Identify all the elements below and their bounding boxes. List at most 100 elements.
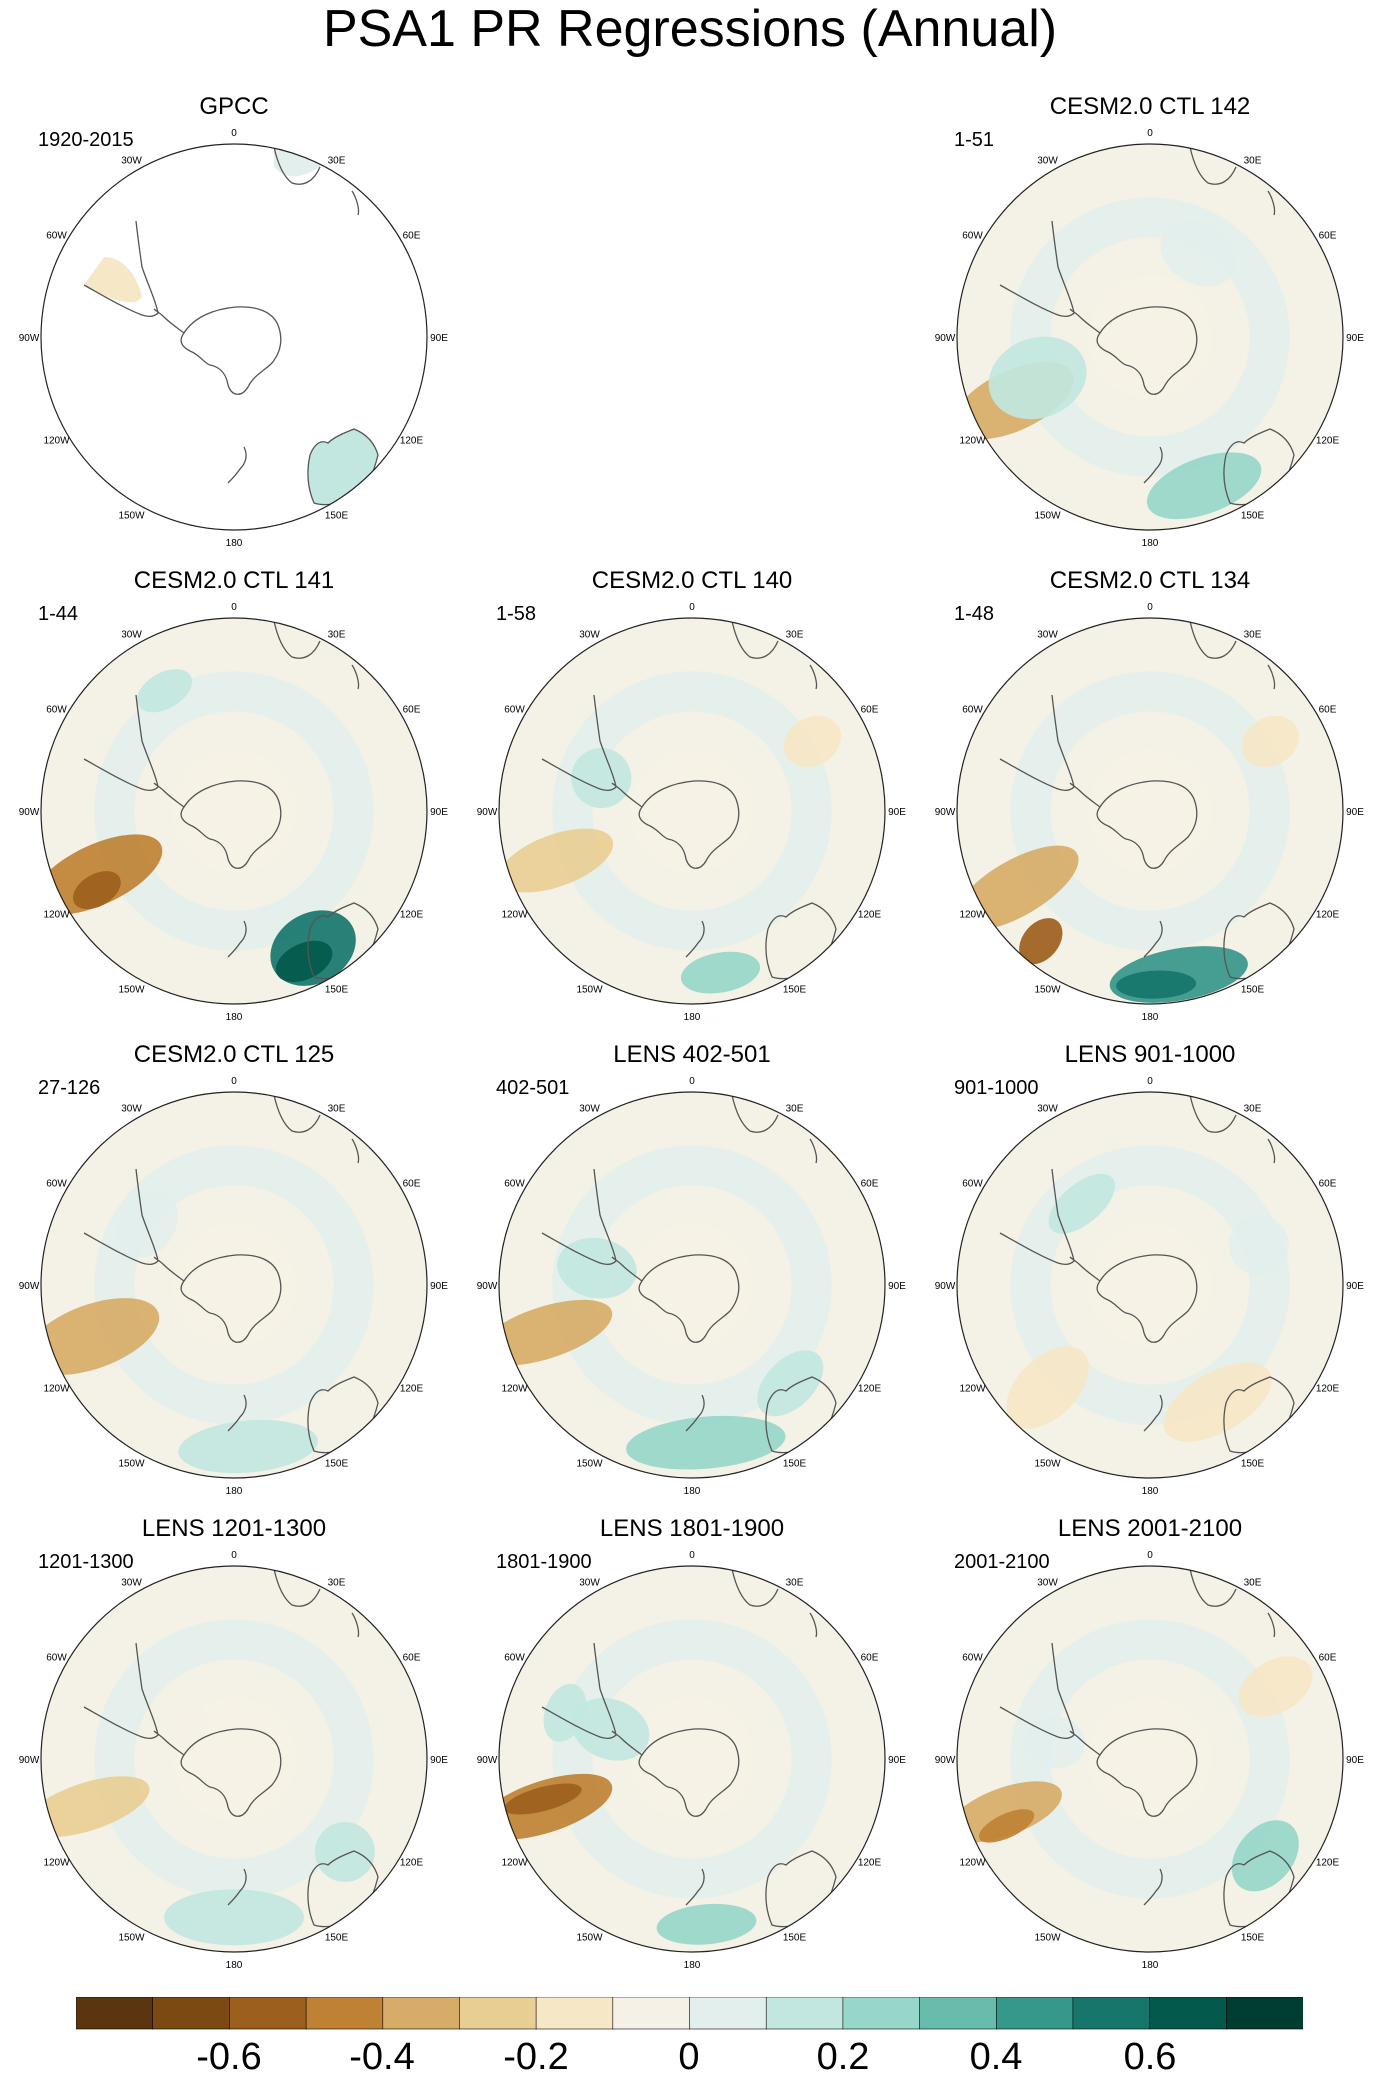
longitude-label: 150E [1241,1933,1265,1944]
contour-center [1088,749,1212,873]
coastline-new-zealand [685,920,705,958]
coastline-peninsula [1069,1730,1101,1756]
contour-blob [499,828,614,893]
coastline-madagascar [809,664,818,690]
longitude-label: 30W [579,630,600,641]
longitude-label: 60E [403,1179,421,1190]
coastline-madagascar [351,1612,360,1638]
longitude-label: 90E [430,333,448,344]
contour-center [172,1223,296,1347]
contour-center [1088,1697,1212,1821]
longitude-label: 150E [325,511,349,522]
polar-map: 0 30E 60E 90E 120E 150E 180 150W 120W 90W 60W 30W [19,602,449,1023]
panel-title: CESM2.0 CTL 141 [133,567,335,594]
longitude-label: 60E [403,231,421,242]
longitude-label: 90W [935,333,956,344]
coastline-africa [1189,1568,1237,1607]
coastline-africa [273,1094,321,1133]
coastlines [541,620,837,980]
longitude-label: 90E [888,807,906,818]
panel-title: GPCC [199,93,269,120]
colorbar-swatch [76,1997,154,2030]
longitude-label: 150E [783,1933,807,1944]
colorbar-swatch [229,1997,307,2030]
longitude-label: 150W [1034,1933,1061,1944]
longitude-label: 120W [959,1858,986,1869]
coastline-africa [1189,620,1237,659]
longitude-label: 120E [400,1858,424,1869]
longitude-label: 90W [935,1281,956,1292]
coastline-south-america [83,1642,159,1739]
longitude-label: 30E [786,1104,804,1115]
longitude-label: 180 [1142,538,1159,549]
polar-map: 0 30E 60E 90E 120E 150E 180 150W 120W 90W 60W 30W [477,1550,907,1971]
colorbar-swatch [305,1997,384,2030]
longitude-label: 180 [226,1012,243,1023]
colorbar-swatches [76,1997,1303,2030]
coastline-africa [273,620,321,659]
map-field [41,1092,427,1478]
coastline-south-america [999,1168,1075,1265]
coastline-africa [731,620,779,659]
panel-period: 1-51 [954,129,995,151]
coastline-australia [307,1850,379,1928]
map-boundary [40,1091,428,1479]
longitude-label: 90W [19,1281,40,1292]
longitude-label: 0 [231,602,237,613]
map-background [41,144,427,530]
contour-ring [94,671,374,951]
contour-ring [94,1619,374,1899]
coastline-peninsula [1069,308,1101,334]
longitude-label: 90E [1346,807,1364,818]
colorbar-swatch [1072,1997,1151,2030]
coastlines [83,620,379,980]
longitude-label: 60W [46,1179,67,1190]
longitude-label: 90E [888,1281,906,1292]
coastline-madagascar [351,664,360,690]
coastline-madagascar [1267,1138,1276,1164]
longitude-label: 180 [226,1960,243,1971]
coastline-south-america [541,1168,617,1265]
longitude-label: 150W [1034,1459,1061,1470]
coastline-australia [1223,428,1295,506]
longitude-label: 120E [1316,910,1340,921]
longitude-label: 90E [1346,1755,1364,1766]
contour-blob [314,1821,375,1882]
contour-blob [783,715,841,768]
contour-center [172,749,296,873]
contour-blob [73,871,121,910]
map-panel-lens-2001-2100: LENS 2001-2100 2001-2100 0 30E 60E 90E 120E 1… [920,1514,1380,1984]
longitude-label: 150E [325,1933,349,1944]
longitude-label: 90W [935,1755,956,1766]
longitude-label: 30E [786,1578,804,1589]
polar-map: 0 30E 60E 90E 120E 150E 180 150W 120W 90W 60W 30W [477,602,907,1023]
panel-title: CESM2.0 CTL 125 [133,1041,335,1068]
coastline-antarctica [638,780,740,869]
panel-title: LENS 1801-1900 [599,1515,785,1542]
colorbar-swatch [382,1997,461,2030]
map-boundary [498,1565,886,1953]
longitude-label: 30E [328,1104,346,1115]
longitude-label: 150W [118,1933,145,1944]
longitude-label: 120W [959,1384,986,1395]
panel-title: LENS 2001-2100 [1057,1515,1243,1542]
longitude-label: 120W [959,436,986,447]
longitude-label: 150E [783,985,807,996]
colorbar: -0.6 -0.4 -0.2 0 0.2 0.4 0.6 [76,1997,1303,2081]
coastline-south-america [83,694,159,791]
panel-title: LENS 402-501 [613,1041,771,1068]
panel-period: 2001-2100 [954,1551,1050,1573]
map-field [957,1566,1343,1952]
colorbar-swatch [995,1997,1074,2030]
coastline-new-zealand [227,1868,247,1906]
colorbar-swatch [612,1997,691,2030]
coastline-antarctica [1096,1254,1198,1343]
coastline-africa [1189,146,1237,185]
coastline-antarctica [180,780,282,869]
longitude-label: 0 [1147,602,1153,613]
longitude-label: 180 [684,1486,701,1497]
map-field [499,1566,885,1952]
longitude-label: 60W [46,231,67,242]
colorbar-swatch [919,1997,998,2030]
longitude-label: 60E [861,1653,879,1664]
